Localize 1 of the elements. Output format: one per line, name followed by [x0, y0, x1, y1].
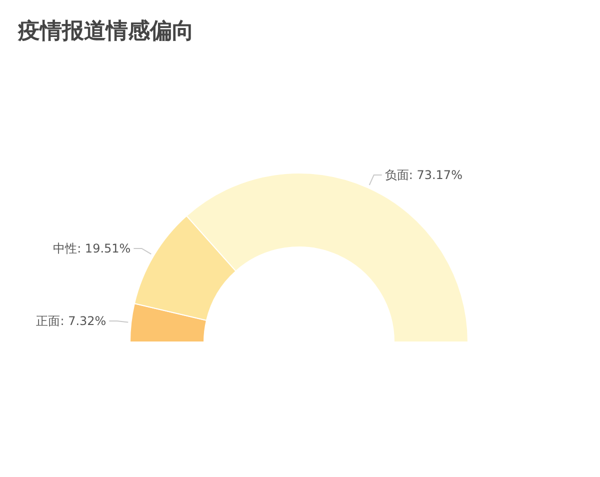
title: 疫情报道情感偏向 [18, 19, 194, 44]
